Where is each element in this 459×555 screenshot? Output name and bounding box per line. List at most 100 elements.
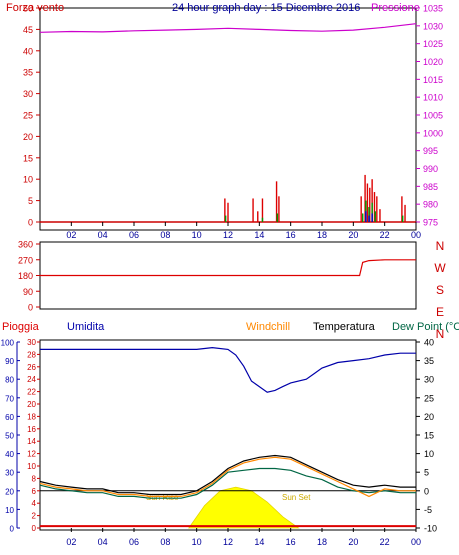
x-tick-label: 06 [129,537,139,547]
y-tick-label-rain: 30 [27,338,36,347]
x-tick-label: 14 [254,230,264,240]
series-windchill [39,456,416,498]
y-tick-label-temperature: 5 [424,468,429,478]
x-tick-label: 18 [317,537,327,547]
y-tick-label-pressure: 1000 [423,128,443,138]
y-tick-label-wind: 0 [28,218,33,228]
y-tick-label-wind: 40 [23,46,33,56]
panel-wind-pressure [39,7,417,231]
legend-temperature-label: Temperatura [313,321,376,333]
y-tick-label-direction: 0 [28,303,33,313]
series-umidita [40,346,416,393]
y-tick-label-rain: 22 [27,388,36,397]
y-tick-label-pressure: 1005 [423,111,443,121]
y-tick-label-wind: 5 [28,196,33,206]
x-tick-label: 00 [411,230,421,240]
y-tick-label-humidity: 60 [5,413,14,422]
y-tick-label-temperature: 25 [424,393,434,403]
y-tick-label-temperature: 35 [424,356,434,366]
compass-label: S [436,283,444,297]
x-tick-label: 06 [129,230,139,240]
y-tick-label-direction: 270 [18,255,33,265]
y-tick-label-humidity: 10 [5,506,14,515]
y-tick-label-wind: 25 [23,111,33,121]
y-tick-label-temperature: 40 [424,338,434,348]
y-tick-label-direction: 180 [18,271,33,281]
pressure-line [39,23,417,33]
y-tick-label-humidity: 40 [5,450,14,459]
y-tick-label-humidity: 50 [5,432,14,441]
sun-rise-label: Sun Rise [146,493,179,502]
x-tick-label: 10 [192,230,202,240]
y-tick-label-temperature: 10 [424,449,434,459]
compass-label: N [436,239,445,253]
x-tick-label: 14 [254,537,264,547]
direction-line [40,259,416,277]
chart-title: 24 hour graph day : 15 Dicembre 2016 [172,2,360,14]
y-tick-label-wind: 35 [23,68,33,78]
compass-label: N [436,327,445,341]
x-tick-label: 12 [223,230,233,240]
y-tick-label-rain: 6 [32,487,37,496]
x-tick-label: 04 [98,537,108,547]
y-tick-label-pressure: 1010 [423,93,443,103]
y-tick-label-wind: 20 [23,132,33,142]
x-tick-label: 04 [98,230,108,240]
y-tick-label-pressure: 1020 [423,57,443,67]
y-tick-label-humidity: 0 [10,525,15,534]
x-tick-label: 02 [66,537,76,547]
y-tick-label-temperature: 0 [424,486,429,496]
y-tick-label-humidity: 90 [5,357,14,366]
y-tick-label-humidity: 70 [5,394,14,403]
y-tick-label-rain: 16 [27,425,36,434]
x-tick-label: 08 [160,230,170,240]
y-tick-label-rain: 12 [27,450,36,459]
x-tick-label: 16 [286,230,296,240]
y-tick-label-rain: 18 [27,412,36,421]
y-tick-label-rain: 20 [27,400,36,409]
sun-set-label: Sun Set [282,493,311,502]
x-tick-label: 10 [192,537,202,547]
y-tick-label-rain: 4 [32,499,37,508]
y-tick-label-direction: 90 [23,287,33,297]
y-tick-label-temperature: 15 [424,431,434,441]
y-tick-label-direction: 360 [18,240,33,250]
legend-humidity-label: Umidita [67,321,105,333]
x-tick-label: 00 [411,537,421,547]
y-tick-label-humidity: 20 [5,487,14,496]
x-tick-label: 20 [348,537,358,547]
y-tick-label-rain: 14 [27,437,36,446]
legend-wind-label: Forza vento [6,2,64,14]
y-tick-label-wind: 30 [23,89,33,99]
y-tick-label-humidity: 100 [1,339,15,348]
y-tick-label-temperature: 30 [424,375,434,385]
y-tick-label-rain: 0 [32,524,37,533]
y-tick-label-temperature: -5 [424,505,432,515]
y-tick-label-pressure: 1030 [423,21,443,31]
y-tick-label-pressure: 1025 [423,39,443,49]
y-tick-label-humidity: 30 [5,469,14,478]
compass-label: W [434,261,446,275]
y-tick-label-temperature: 20 [424,412,434,422]
x-tick-label: 22 [380,230,390,240]
y-tick-label-pressure: 980 [423,200,438,210]
y-tick-label-pressure: 985 [423,182,438,192]
x-tick-label: 16 [286,537,296,547]
x-tick-label: 20 [348,230,358,240]
y-tick-label-rain: 8 [32,474,37,483]
y-tick-label-wind: 15 [23,153,33,163]
y-tick-label-temperature: -10 [424,524,437,534]
legend-windchill-label: Windchill [246,321,290,333]
y-tick-label-rain: 2 [32,512,37,521]
x-tick-label: 18 [317,230,327,240]
y-tick-label-pressure: 990 [423,164,438,174]
y-tick-label-wind: 50 [23,4,33,14]
y-tick-label-pressure: 1015 [423,75,443,85]
legend-rain-label: Pioggia [2,321,40,333]
y-tick-label-pressure: 975 [423,218,438,228]
compass-label: E [436,305,444,319]
series-dew-point [39,467,416,499]
y-tick-label-wind: 45 [23,25,33,35]
x-tick-label: 12 [223,537,233,547]
